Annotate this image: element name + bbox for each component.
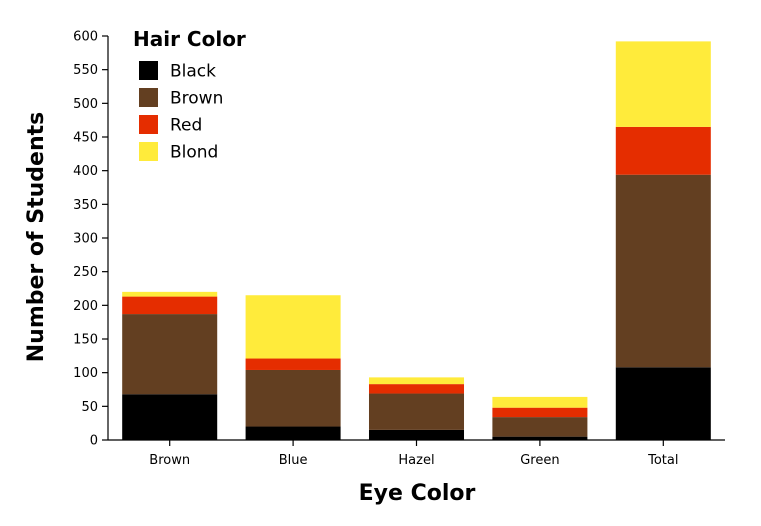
x-tick-label: Brown — [149, 453, 190, 468]
x-tick-label: Green — [520, 453, 559, 468]
bar-hazel-blond — [368, 377, 465, 385]
bar-green-blond — [492, 396, 588, 408]
bar-blue-brown — [245, 369, 341, 427]
legend-label-brown: Brown — [170, 89, 223, 109]
x-tick-label: Blue — [279, 453, 308, 468]
bar-blue-blond — [245, 295, 341, 359]
y-tick-label: 50 — [81, 400, 98, 415]
y-tick-label: 600 — [73, 30, 98, 45]
y-tick-label: 150 — [73, 333, 98, 348]
bar-green-black — [492, 436, 588, 440]
legend-swatch-brown — [139, 88, 158, 107]
x-axis-title: Eye Color — [359, 481, 476, 506]
legend-label-red: Red — [170, 116, 202, 136]
bar-brown-blond — [122, 291, 218, 297]
legend-swatch-red — [139, 115, 158, 134]
x-axis-ticks: Brown Blue Hazel Green Total — [149, 440, 678, 468]
x-tick-label: Hazel — [398, 453, 434, 468]
y-tick-label: 500 — [73, 97, 98, 112]
bar-blue-red — [245, 358, 341, 370]
bars-layer — [122, 41, 711, 440]
y-tick-label: 100 — [73, 366, 98, 381]
bar-total-red — [615, 126, 711, 175]
y-tick-label: 300 — [73, 232, 98, 247]
legend-label-blond: Blond — [170, 143, 218, 163]
bar-total-brown — [615, 174, 711, 368]
legend: Hair Color Black Brown Red Blond — [133, 27, 246, 163]
y-axis-title: Number of Students — [24, 112, 49, 363]
y-tick-label: 550 — [73, 63, 98, 78]
bar-brown-black — [122, 394, 218, 440]
legend-items: Black Brown Red Blond — [139, 61, 223, 163]
bar-brown-brown — [122, 314, 218, 395]
legend-swatch-blond — [139, 142, 158, 161]
bar-blue-black — [245, 426, 341, 440]
bar-green-brown — [492, 417, 588, 437]
y-tick-label: 200 — [73, 299, 98, 314]
y-tick-label: 250 — [73, 265, 98, 280]
y-tick-label: 350 — [73, 198, 98, 213]
bar-total-blond — [615, 41, 711, 127]
bar-brown-red — [122, 296, 218, 315]
y-tick-label: 0 — [90, 434, 98, 449]
y-tick-label: 400 — [73, 164, 98, 179]
bar-hazel-brown — [368, 393, 465, 430]
y-tick-label: 450 — [73, 131, 98, 146]
legend-swatch-black — [139, 61, 158, 80]
bar-hazel-black — [368, 429, 465, 440]
legend-label-black: Black — [170, 62, 216, 82]
bar-green-red — [492, 407, 588, 418]
x-tick-label: Total — [647, 453, 678, 468]
legend-title: Hair Color — [133, 27, 246, 51]
bar-total-black — [615, 367, 711, 440]
y-axis-ticks: 0 50 100 150 200 250 300 350 400 450 500 550 600 — [73, 30, 108, 449]
bar-hazel-red — [368, 384, 465, 394]
